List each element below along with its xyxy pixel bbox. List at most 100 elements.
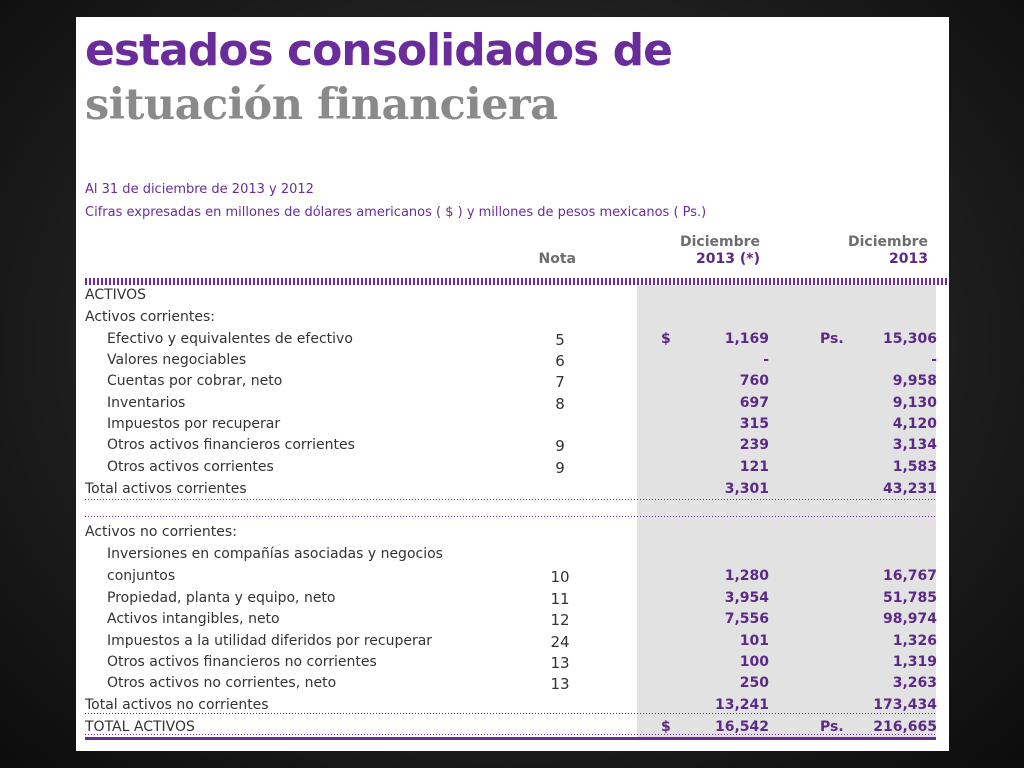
row-total-activos: TOTAL ACTIVOS $16,542 Ps. 216,665 xyxy=(85,717,937,738)
mxn-currency-symbol: Ps. xyxy=(820,719,844,735)
row-nota: 12 xyxy=(550,611,570,629)
mxn-value: 51,785 xyxy=(882,590,937,606)
row-label: Otros activos financieros no corrientes xyxy=(107,654,377,670)
header-usd-column: Diciembre 2013 (*) xyxy=(636,234,760,268)
row-label: Activos intangibles, neto xyxy=(107,611,280,627)
row-label: Cuentas por cobrar, neto xyxy=(107,373,283,389)
financial-statement-page: estados consolidados de situación financ… xyxy=(76,17,949,751)
usd-currency-symbol: $ xyxy=(661,331,671,347)
mxn-value: 1,326 xyxy=(892,633,937,649)
divider-after-total-no-corrientes xyxy=(85,734,936,735)
usd-value: 697 xyxy=(739,395,769,411)
usd-value: 100 xyxy=(739,654,769,670)
header-usd-line1: Diciembre xyxy=(679,234,760,250)
row-nota: 9 xyxy=(555,459,565,477)
row-label: Activos no corrientes: xyxy=(85,524,237,540)
row-nota: 5 xyxy=(555,331,565,349)
mxn-value: 216,665 xyxy=(873,719,937,735)
mxn-value: 1,583 xyxy=(892,459,937,475)
subtitle-units: Cifras expresadas en millones de dólares… xyxy=(85,205,707,220)
row-propiedad-planta-equipo: Propiedad, planta y equipo, neto 11 3,954 5… xyxy=(85,588,937,609)
row-total-activos-no-corrientes: Total activos no corrientes 13,241 173,434 xyxy=(85,695,937,716)
mxn-value: 3,263 xyxy=(892,675,937,691)
row-nota: 6 xyxy=(555,352,565,370)
row-activos-corrientes-heading: Activos corrientes: xyxy=(85,307,936,328)
divider-before-total-no-corrientes xyxy=(85,713,936,714)
row-activos-no-corrientes-heading: Activos no corrientes: xyxy=(85,522,936,543)
row-label: Inventarios xyxy=(107,395,186,411)
mxn-value: 1,319 xyxy=(892,654,937,670)
row-valores-negociables: Valores negociables 6 - - xyxy=(85,350,937,371)
mxn-value: 98,974 xyxy=(882,611,937,627)
row-nota: 8 xyxy=(555,395,565,413)
usd-value: 121 xyxy=(739,459,769,475)
header-nota: Nota xyxy=(538,251,576,267)
usd-value: 315 xyxy=(739,416,769,432)
row-cuentas-por-cobrar: Cuentas por cobrar, neto 7 760 9,958 xyxy=(85,371,937,392)
row-conjuntos: conjuntos 10 1,280 16,767 xyxy=(85,566,937,587)
mxn-value: - xyxy=(931,352,937,368)
usd-currency-symbol: $ xyxy=(661,719,671,735)
values-shaded-column xyxy=(637,285,936,740)
row-impuestos-diferidos: Impuestos a la utilidad diferidos por re… xyxy=(85,631,937,652)
row-total-activos-corrientes: Total activos corrientes 3,301 43,231 xyxy=(85,479,937,500)
usd-value: 13,241 xyxy=(714,697,769,713)
title-line-2: situación financiera xyxy=(85,80,558,130)
row-label: Otros activos financieros corrientes xyxy=(107,437,355,453)
usd-value: 239 xyxy=(739,437,769,453)
row-label: Impuestos a la utilidad diferidos por re… xyxy=(107,633,433,649)
row-label: TOTAL ACTIVOS xyxy=(85,719,195,735)
mxn-value: 4,120 xyxy=(892,416,937,432)
usd-value: 3,954 xyxy=(724,590,769,606)
row-label: Otros activos no corrientes, neto xyxy=(107,675,337,691)
mxn-value: 16,767 xyxy=(882,568,937,584)
row-label: Impuestos por recuperar xyxy=(107,416,281,432)
row-nota: 11 xyxy=(550,590,570,608)
row-nota: 24 xyxy=(550,633,570,651)
header-mxn-line1: Diciembre xyxy=(847,234,928,250)
row-label: Total activos corrientes xyxy=(85,481,247,497)
usd-value: 760 xyxy=(739,373,769,389)
title-line-1: estados consolidados de xyxy=(85,25,673,76)
mxn-value: 9,958 xyxy=(892,373,937,389)
divider-after-total-corrientes xyxy=(85,516,936,517)
row-nota: 13 xyxy=(550,675,570,693)
usd-value: 1,280 xyxy=(724,568,769,584)
row-label: Otros activos corrientes xyxy=(107,459,274,475)
subtitle-date: Al 31 de diciembre de 2013 y 2012 xyxy=(85,182,314,197)
divider-before-total-corrientes xyxy=(85,499,936,500)
row-impuestos-por-recuperar: Impuestos por recuperar 315 4,120 xyxy=(85,414,937,435)
divider-after-total-activos xyxy=(85,737,936,740)
row-nota: 13 xyxy=(550,654,570,672)
row-label: Inversiones en compañías asociadas y neg… xyxy=(107,546,443,562)
usd-value: 16,542 xyxy=(714,719,769,735)
usd-value: 1,169 xyxy=(724,331,769,347)
row-otros-activos-financieros-no-corrientes: Otros activos financieros no corrientes 1… xyxy=(85,652,937,673)
usd-value: 101 xyxy=(739,633,769,649)
row-nota: 10 xyxy=(550,568,570,586)
usd-value: 7,556 xyxy=(724,611,769,627)
mxn-value: 9,130 xyxy=(892,395,937,411)
header-mxn-line2: 2013 xyxy=(889,251,928,267)
row-activos-intangibles: Activos intangibles, neto 12 7,556 98,974 xyxy=(85,609,937,630)
header-dotted-divider xyxy=(85,278,948,285)
row-otros-activos-corrientes: Otros activos corrientes 9 121 1,583 xyxy=(85,457,937,478)
usd-value: 250 xyxy=(739,675,769,691)
mxn-currency-symbol: Ps. xyxy=(820,331,844,347)
header-usd-line2: 2013 (*) xyxy=(696,251,760,267)
row-nota: 9 xyxy=(555,437,565,455)
row-label: Total activos no corrientes xyxy=(85,697,269,713)
row-label: Propiedad, planta y equipo, neto xyxy=(107,590,336,606)
row-otros-activos-no-corrientes: Otros activos no corrientes, neto 13 250 3,… xyxy=(85,673,937,694)
row-nota: 7 xyxy=(555,373,565,391)
row-label: conjuntos xyxy=(107,568,176,584)
row-label: Efectivo y equivalentes de efectivo xyxy=(107,331,353,347)
usd-value: - xyxy=(763,352,769,368)
mxn-value: 173,434 xyxy=(873,697,937,713)
mxn-value: 3,134 xyxy=(892,437,937,453)
row-label: ACTIVOS xyxy=(85,287,147,303)
row-label: Activos corrientes: xyxy=(85,309,216,325)
row-activos-heading: ACTIVOS xyxy=(85,285,936,306)
row-otros-activos-financieros-corrientes: Otros activos financieros corrientes 9 239… xyxy=(85,435,937,456)
row-label: Valores negociables xyxy=(107,352,247,368)
